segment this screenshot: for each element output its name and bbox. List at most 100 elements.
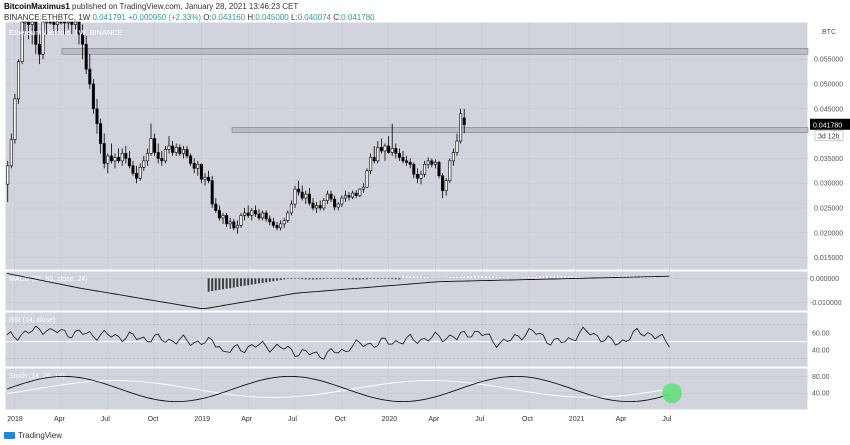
candle-body (372, 157, 376, 162)
candle-body (239, 215, 243, 226)
x-tick-label: Oct (335, 416, 346, 423)
candle-body (48, 21, 52, 24)
brand-label: TradingView (18, 431, 63, 440)
candle-body (171, 145, 175, 153)
macd-hist-bar (229, 278, 232, 289)
macd-hist-bar (473, 275, 477, 279)
candle-body (261, 212, 265, 219)
candle-body (113, 157, 117, 162)
candle-body (203, 176, 207, 180)
x-tick-label: Jul (662, 416, 671, 423)
macd-hist-bar (524, 276, 527, 279)
candle-body (279, 223, 283, 229)
macd-hist-bar (463, 275, 466, 279)
macd-hist-bar (459, 276, 462, 279)
candle-body (423, 164, 427, 175)
low-value: 0.040074 (297, 13, 331, 22)
rsi-line (6, 325, 670, 360)
candle-body (275, 225, 279, 229)
candle-body (77, 21, 81, 35)
countdown-label: 3d 12h (818, 133, 840, 140)
candle-body (167, 145, 171, 150)
candle-body (408, 162, 412, 165)
candle-body (412, 164, 416, 175)
macd-hist-bar (232, 278, 235, 288)
candle-body (63, 21, 67, 24)
candle-body (415, 173, 419, 179)
macd-hist-bar (239, 278, 243, 287)
macd-hist-bar (517, 277, 520, 279)
candle-body (401, 157, 405, 162)
macd-hist-bar (477, 275, 480, 279)
macd-hist-bar (236, 278, 239, 288)
candle-body (304, 193, 308, 199)
candle-body (347, 195, 351, 198)
candle-body (282, 220, 286, 225)
candle-body (300, 191, 304, 199)
macd-hist-bar (218, 278, 221, 290)
candle-body (243, 212, 247, 216)
candle-body (293, 188, 297, 205)
macd-hist-bar (535, 276, 538, 279)
x-tick-label: Apr (241, 416, 253, 423)
candle-body (225, 215, 229, 225)
macd-hist-bar (315, 278, 318, 280)
countdown-tag (814, 130, 844, 142)
candle-body (81, 34, 85, 45)
candle-body (23, 21, 27, 24)
tradingview-logo[interactable]: TradingView (4, 431, 62, 440)
candle-body (451, 152, 455, 162)
macd-hist-bar (376, 278, 379, 279)
candle-body (181, 149, 185, 154)
candle-body (315, 205, 319, 209)
resistance-zone (231, 127, 809, 133)
candle-body (246, 212, 250, 216)
candle-body (433, 162, 437, 165)
panel-title-macd: MACD (21, 50, close, 24) (9, 276, 88, 283)
panel-title-stoch: Stoch (14, 26, 14) (9, 373, 65, 380)
candle-body (383, 145, 387, 152)
macd-hist-bar (445, 277, 448, 279)
currency-label: BTC (822, 29, 836, 36)
panel-title-rsi: RSI (14, close) (9, 317, 55, 324)
candle-body (160, 158, 164, 162)
macd-hist-bar (553, 275, 556, 279)
macd-hist-bar (653, 276, 657, 279)
macd-hist-bar (394, 278, 397, 280)
candle-body (30, 21, 34, 25)
macd-hist-bar (556, 275, 559, 279)
high-label: H: (247, 13, 256, 22)
candle-body (149, 138, 153, 154)
macd-hist-bar (405, 275, 408, 279)
candle-body (138, 167, 142, 179)
macd-hist-bar (545, 275, 549, 279)
candle-body (196, 164, 200, 169)
candle-body (459, 113, 463, 142)
macd-hist-bar (401, 275, 405, 279)
candle-body (444, 180, 448, 191)
y-tick-label: -0.010000 (810, 300, 842, 307)
macd-hist-bar (563, 275, 567, 279)
macd-hist-bar (337, 278, 340, 279)
chart-title: Ethereum / Bitcoin, 1W, BINANCE (9, 28, 123, 37)
y-tick-label: 0.000000 (810, 276, 839, 283)
macd-hist-bar (398, 278, 401, 280)
macd-hist-bar (333, 278, 336, 279)
macd-hist-bar (542, 275, 545, 279)
candle-body (174, 147, 178, 153)
author-name[interactable]: BitcoinMaximus1 (4, 2, 70, 11)
candle-body (325, 193, 329, 201)
candle-body (13, 98, 17, 140)
macd-hist-bar (567, 275, 570, 279)
candle-body (271, 221, 275, 226)
macd-hist-bar (243, 278, 246, 286)
macd-hist-bar (495, 276, 498, 279)
candle-body (307, 193, 311, 204)
candle-body (379, 147, 383, 152)
macd-hist-bar (657, 276, 660, 279)
candle-body (66, 21, 70, 24)
macd-hist-bar (268, 278, 271, 282)
x-tick-label: 2018 (7, 416, 23, 423)
ohlc-bar: BINANCE:ETHBTC, 1W 0.041791 +0.000950 (+… (4, 13, 375, 22)
